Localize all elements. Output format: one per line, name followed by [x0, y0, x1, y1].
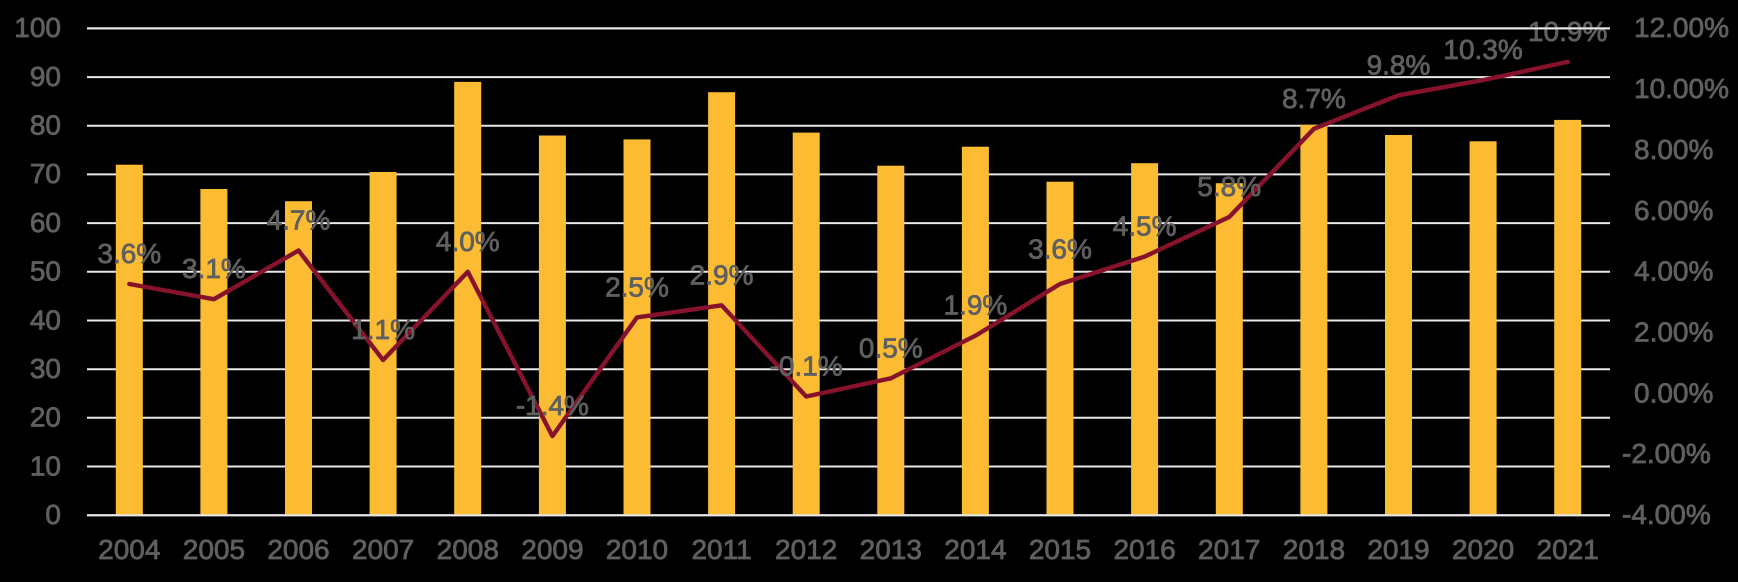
svg-text:4.7%: 4.7%: [267, 205, 331, 236]
svg-text:4.5%: 4.5%: [1113, 211, 1177, 242]
svg-text:10.9%: 10.9%: [1528, 16, 1607, 47]
svg-text:2006: 2006: [267, 534, 329, 565]
svg-text:2014: 2014: [944, 534, 1006, 565]
svg-text:10: 10: [30, 450, 61, 481]
svg-text:2.9%: 2.9%: [690, 259, 754, 290]
svg-text:2004: 2004: [98, 534, 160, 565]
svg-text:10.00%: 10.00%: [1634, 73, 1729, 104]
svg-text:0.5%: 0.5%: [859, 332, 923, 363]
svg-text:8.7%: 8.7%: [1282, 83, 1346, 114]
svg-text:40: 40: [30, 304, 61, 335]
svg-text:-2.00%: -2.00%: [1622, 438, 1711, 469]
svg-text:2013: 2013: [860, 534, 922, 565]
svg-text:4.00%: 4.00%: [1634, 256, 1713, 287]
svg-text:2017: 2017: [1198, 534, 1260, 565]
svg-text:9.8%: 9.8%: [1367, 49, 1431, 80]
svg-text:3.6%: 3.6%: [97, 238, 161, 269]
svg-text:-4.00%: -4.00%: [1622, 499, 1711, 530]
svg-text:80: 80: [30, 110, 61, 141]
svg-text:2007: 2007: [352, 534, 414, 565]
svg-text:-0.1%: -0.1%: [770, 351, 843, 382]
svg-text:2.5%: 2.5%: [605, 271, 669, 302]
svg-text:50: 50: [30, 256, 61, 287]
svg-text:0: 0: [45, 499, 61, 530]
svg-text:2016: 2016: [1113, 534, 1175, 565]
svg-text:2019: 2019: [1367, 534, 1429, 565]
svg-text:2.00%: 2.00%: [1634, 316, 1713, 347]
svg-text:1.9%: 1.9%: [943, 290, 1007, 321]
svg-text:2015: 2015: [1029, 534, 1091, 565]
svg-text:2009: 2009: [521, 534, 583, 565]
svg-text:-1.4%: -1.4%: [516, 390, 589, 421]
svg-text:3.6%: 3.6%: [1028, 234, 1092, 265]
svg-text:2021: 2021: [1537, 534, 1599, 565]
svg-text:70: 70: [30, 158, 61, 189]
svg-text:0.00%: 0.00%: [1634, 377, 1713, 408]
svg-text:2011: 2011: [691, 534, 751, 565]
svg-text:10.3%: 10.3%: [1443, 34, 1522, 65]
svg-text:8.00%: 8.00%: [1634, 134, 1713, 165]
svg-text:2010: 2010: [606, 534, 668, 565]
svg-text:2018: 2018: [1283, 534, 1345, 565]
svg-text:12.00%: 12.00%: [1634, 12, 1729, 43]
svg-text:4.0%: 4.0%: [436, 226, 500, 257]
svg-text:2020: 2020: [1452, 534, 1514, 565]
svg-text:2005: 2005: [183, 534, 245, 565]
svg-text:90: 90: [30, 61, 61, 92]
svg-text:6.00%: 6.00%: [1634, 195, 1713, 226]
svg-text:5.8%: 5.8%: [1197, 171, 1261, 202]
svg-text:60: 60: [30, 207, 61, 238]
svg-text:2012: 2012: [775, 534, 837, 565]
svg-text:3.1%: 3.1%: [182, 253, 246, 284]
svg-text:100: 100: [14, 12, 61, 43]
svg-text:2008: 2008: [437, 534, 499, 565]
svg-text:1.1%: 1.1%: [351, 314, 415, 345]
svg-text:20: 20: [30, 402, 61, 433]
svg-text:30: 30: [30, 353, 61, 384]
